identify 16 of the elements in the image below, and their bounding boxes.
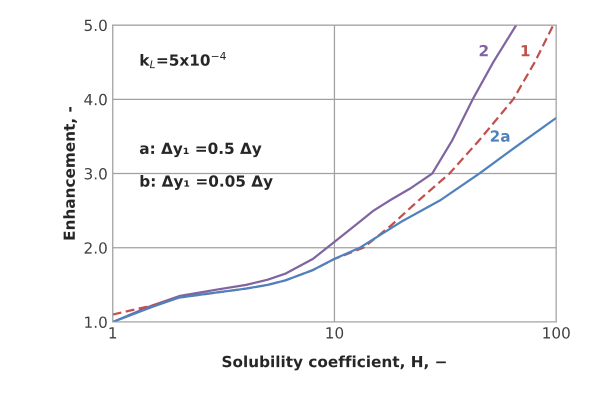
x-tick-label: 1 [109, 327, 116, 338]
annotation: k$_{L}$=5x10$^{−4}$ [140, 52, 226, 68]
annotation: b: Δy₁ =0.05 Δy [140, 174, 273, 190]
y-tick-label: 5.0 [84, 20, 107, 32]
y-tick-label: 1.0 [85, 316, 107, 328]
x-tick-label: 100 [543, 327, 570, 339]
series-label: 2 [480, 44, 488, 56]
x-axis-title: Solubility coefficient, H, − [222, 356, 446, 370]
y-tick-label: 4.0 [84, 94, 107, 106]
series-label: 1 [522, 45, 530, 56]
x-tick-label: 10 [326, 327, 344, 339]
y-tick-label: 3.0 [84, 168, 107, 180]
y-tick-label: 2.0 [84, 242, 107, 254]
annotation: a: Δy₁ =0.5 Δy [140, 142, 262, 158]
series-label: 2a [490, 130, 510, 142]
y-axis-title: Enhancement, - [63, 107, 77, 240]
